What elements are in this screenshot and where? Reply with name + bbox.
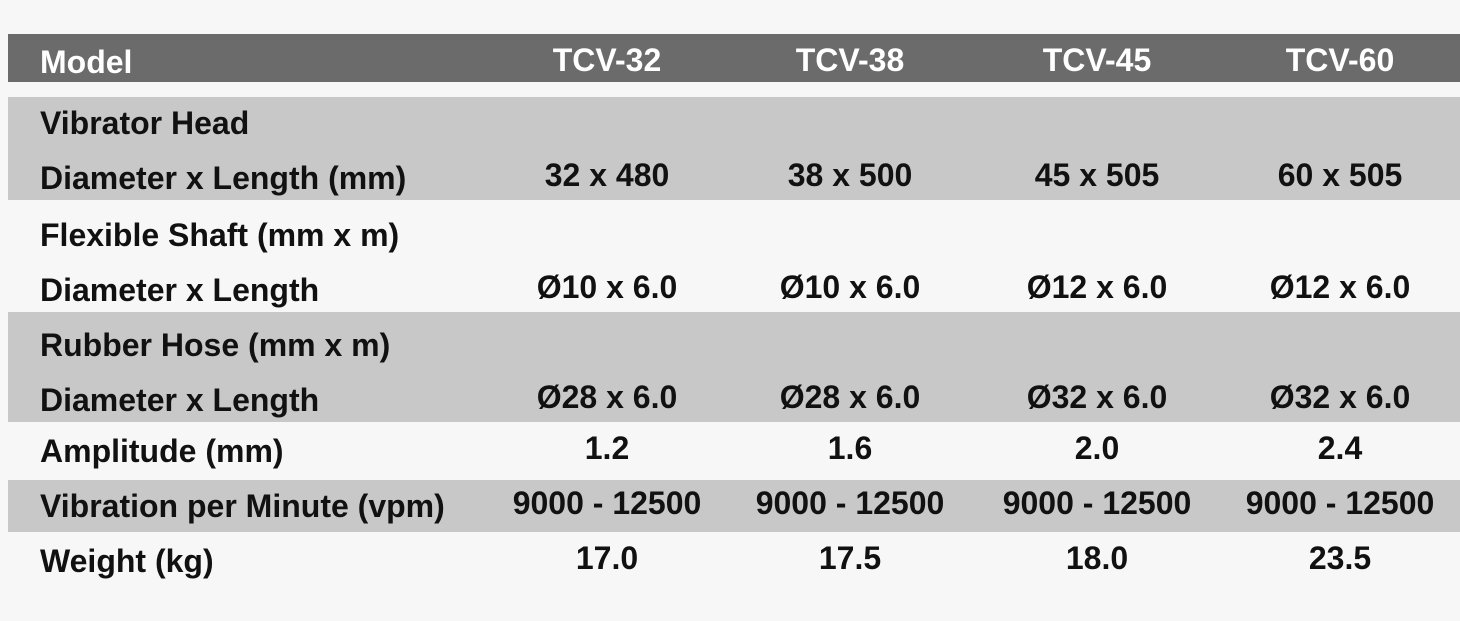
- cell-value: 45 x 505: [1034, 157, 1160, 193]
- cell-value: Ø10 x 6.0: [779, 269, 921, 305]
- row-label: Amplitude (mm): [40, 433, 284, 469]
- row-band: [8, 97, 1460, 200]
- cell-value: 9000 - 12500: [1245, 485, 1435, 521]
- model-header: TCV-60: [1285, 42, 1395, 78]
- row-band: [8, 480, 1460, 532]
- cell-value: 17.0: [575, 540, 639, 576]
- model-header: TCV-32: [552, 42, 662, 78]
- cell-value: 9000 - 12500: [1002, 485, 1192, 521]
- cell-value: 2.4: [1317, 430, 1363, 466]
- cell-value: 38 x 500: [787, 157, 913, 193]
- cell-value: 17.5: [818, 540, 882, 576]
- row-label: Diameter x Length: [40, 382, 320, 418]
- row-label: Weight (kg): [40, 543, 214, 579]
- cell-value: 9000 - 12500: [755, 485, 945, 521]
- cell-value: 1.2: [584, 430, 630, 466]
- row-label: Vibrator Head: [40, 105, 250, 141]
- cell-value: 60 x 505: [1277, 157, 1403, 193]
- cell-value: Ø12 x 6.0: [1026, 269, 1168, 305]
- cell-value: 23.5: [1308, 540, 1372, 576]
- row-label: Vibration per Minute (vpm): [40, 488, 445, 524]
- cell-value: Ø10 x 6.0: [536, 269, 678, 305]
- cell-value: Ø32 x 6.0: [1026, 379, 1168, 415]
- row-band: [8, 312, 1460, 422]
- cell-value: 32 x 480: [544, 157, 670, 193]
- cell-value: Ø32 x 6.0: [1269, 379, 1411, 415]
- model-header: TCV-38: [795, 42, 905, 78]
- header-label: Model: [40, 44, 133, 80]
- cell-value: 18.0: [1065, 540, 1129, 576]
- row-label: Diameter x Length: [40, 272, 320, 308]
- cell-value: Ø12 x 6.0: [1269, 269, 1411, 305]
- row-label: Flexible Shaft (mm x m): [40, 217, 400, 253]
- header-band: [8, 34, 1460, 82]
- cell-value: 9000 - 12500: [512, 485, 702, 521]
- row-label: Rubber Hose (mm x m): [40, 327, 391, 363]
- cell-value: 1.6: [827, 430, 873, 466]
- row-label: Diameter x Length (mm): [40, 160, 407, 196]
- cell-value: Ø28 x 6.0: [536, 379, 678, 415]
- cell-value: Ø28 x 6.0: [779, 379, 921, 415]
- model-header: TCV-45: [1042, 42, 1152, 78]
- cell-value: 2.0: [1074, 430, 1120, 466]
